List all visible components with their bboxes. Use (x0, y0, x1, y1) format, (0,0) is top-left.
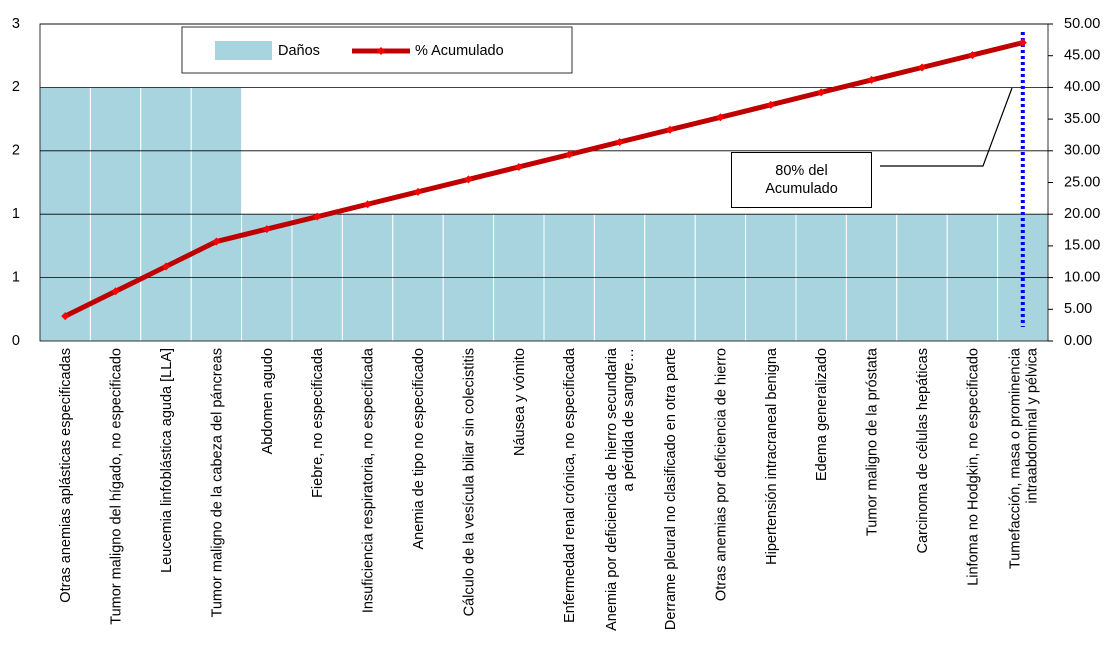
cumulative-marker (313, 212, 322, 221)
x-tick-label: Tumefacción, masa o prominenciaintraabdo… (1007, 347, 1040, 569)
y2-tick-label: 20.00 (1064, 206, 1100, 222)
x-tick-label: Tumor maligno de la cabeza del páncreas (209, 348, 225, 617)
cumulative-marker (918, 63, 926, 72)
y-tick-label: 2 (12, 79, 20, 95)
cumulative-line (64, 40, 1024, 319)
y2-tick-label: 40.00 (1064, 79, 1100, 95)
x-tick-label: Abdomen agudo (260, 348, 276, 454)
x-tick-label: Otras anemias aplásticas especificadas (58, 348, 74, 603)
y2-tick-label: 35.00 (1064, 111, 1100, 127)
y-tick-label: 0 (12, 333, 20, 349)
x-tick-label: Linfoma no Hodgkin, no especificado (965, 348, 981, 586)
x-tick-label: Cálculo de la vesícula biliar sin coleci… (461, 348, 477, 616)
x-tick-label: Insuficiencia respiratoria, no especific… (361, 347, 377, 613)
x-tick-label: Leucemia linfoblástica aguda [LLA] (159, 348, 175, 573)
y2-tick-label: 0.00 (1064, 333, 1092, 349)
cumulative-marker (464, 175, 473, 184)
legend-marker (377, 47, 385, 55)
cumulative-marker (111, 287, 120, 296)
y2-tick-label: 50.00 (1064, 16, 1100, 32)
y2-tick-label: 25.00 (1064, 174, 1100, 190)
x-tick-label: Derrame pleural no clasificado en otra p… (663, 348, 679, 630)
cumulative-marker (615, 138, 624, 147)
x-tick-label: Náusea y vómito (512, 348, 528, 456)
cumulative-marker (666, 125, 674, 134)
y-tick-label: 1 (12, 206, 20, 222)
legend-swatch (215, 41, 272, 60)
x-tick-label: Edema generalizado (814, 348, 830, 481)
x-tick-label: Fiebre, no especificada (310, 347, 326, 498)
annotation-leader (880, 87, 1013, 167)
x-tick-label: Tumor maligno del hígado, no especificad… (109, 348, 125, 625)
cumulative-marker (514, 162, 523, 171)
cumulative-marker (262, 225, 271, 234)
cumulative-marker (565, 150, 574, 159)
cumulative-marker (212, 237, 221, 246)
cumulative-marker (968, 51, 977, 60)
cumulative-marker (1018, 38, 1027, 47)
y2-tick-label: 30.00 (1064, 143, 1100, 159)
x-tick-label: Carcinoma de células hepáticas (915, 348, 931, 554)
cumulative-marker (766, 100, 775, 109)
cumulative-marker (61, 312, 70, 321)
y2-tick-label: 45.00 (1064, 48, 1100, 64)
x-tick-label: Anemia de tipo no especificado (411, 348, 427, 550)
plot-frame (39, 23, 1049, 342)
y2-tick-label: 5.00 (1064, 301, 1092, 317)
x-tick-label: Anemia por deficiencia de hierro secunda… (604, 347, 637, 631)
x-tick-label: Enfermedad renal crónica, no especificad… (562, 347, 578, 623)
y2-tick-label: 15.00 (1064, 238, 1100, 254)
y2-tick-label: 10.00 (1064, 269, 1100, 285)
cumulative-marker (414, 187, 422, 196)
legend-label: % Acumulado (415, 43, 504, 59)
cumulative-marker (162, 262, 170, 271)
cumulative-marker (817, 88, 826, 97)
y-tick-label: 3 (12, 16, 20, 32)
y-tick-label: 1 (12, 269, 20, 285)
cumulative-marker (867, 75, 876, 84)
y-tick-label: 2 (12, 143, 20, 159)
cumulative-marker (363, 200, 372, 209)
annotation: 80% del Acumulado (731, 152, 872, 208)
x-tick-label: Tumor maligno de la próstata (865, 347, 881, 536)
cumulative-marker (716, 113, 725, 122)
legend-label: Daños (278, 43, 320, 59)
x-tick-label: Otras anemias por deficiencia de hierro (713, 348, 729, 601)
x-tick-label: Hipertensión intracraneal benigna (764, 347, 780, 565)
